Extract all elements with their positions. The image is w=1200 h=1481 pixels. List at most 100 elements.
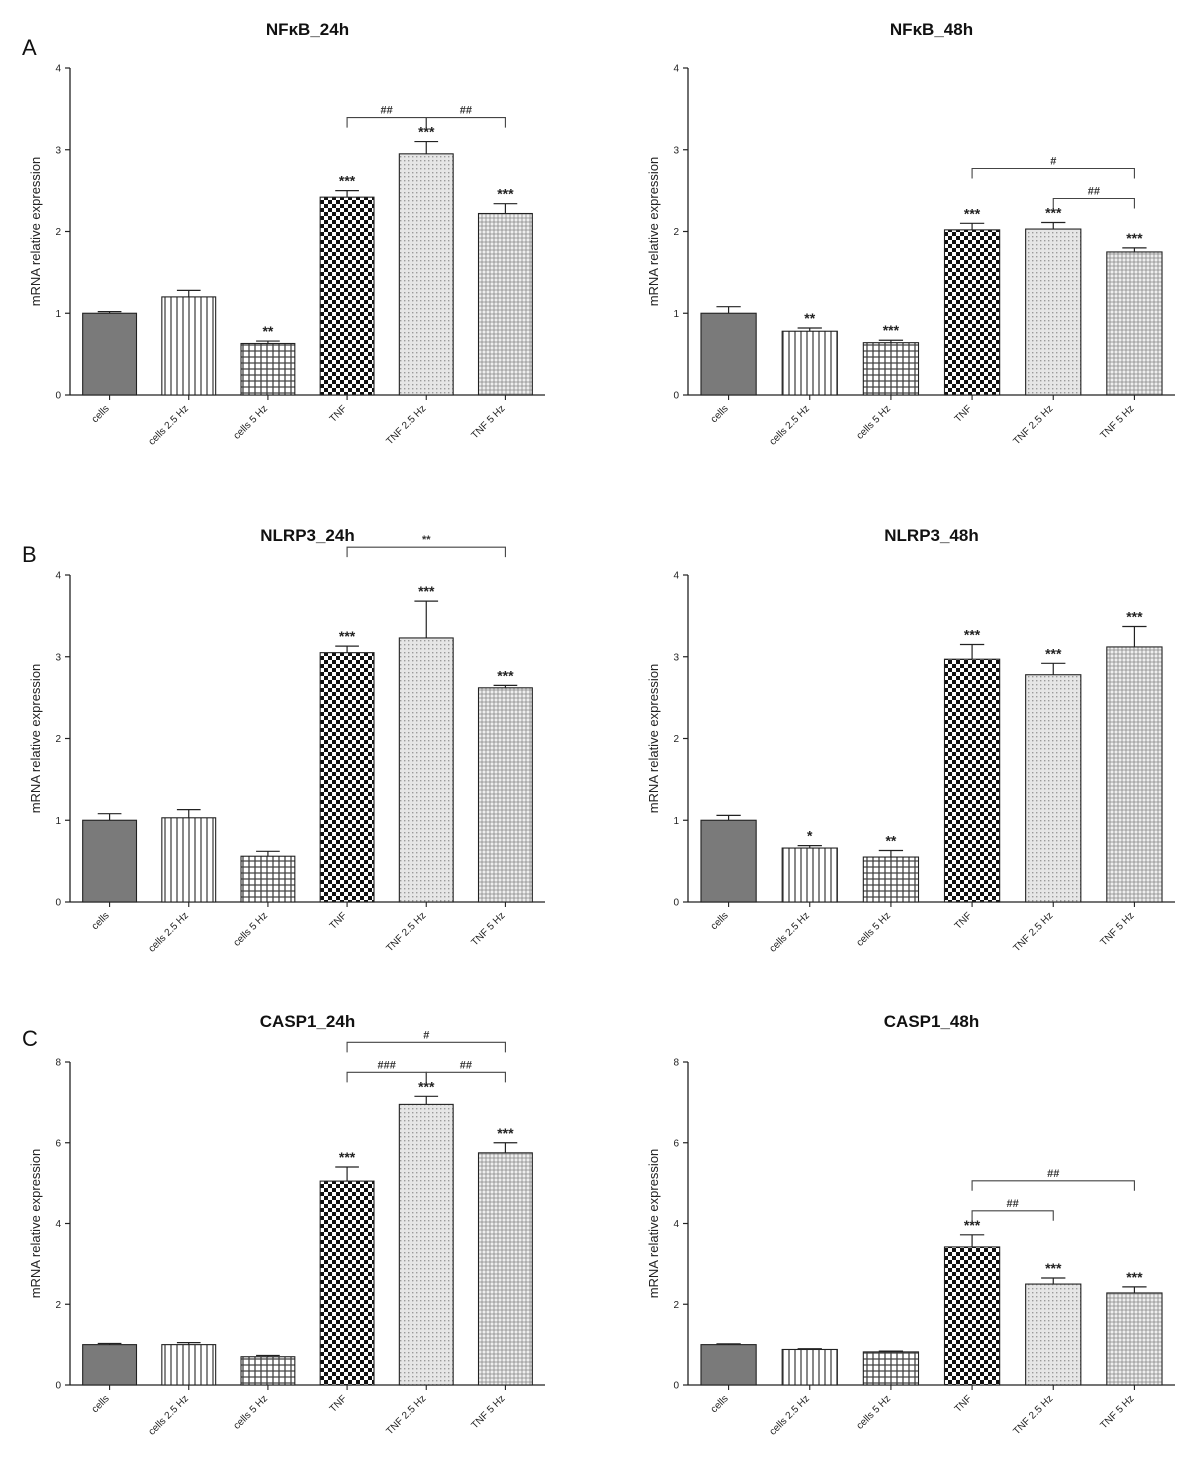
significance-stars: *** <box>1126 1269 1143 1285</box>
x-tick-label: cells 2.5 Hz <box>147 403 191 447</box>
significance-stars: *** <box>1126 609 1143 625</box>
x-tick-label: cells 2.5 Hz <box>768 1393 812 1437</box>
bar <box>1025 1283 1082 1386</box>
x-tick-label: TNF <box>328 403 350 425</box>
y-axis-label: mRNA relative expression <box>28 664 43 814</box>
bar <box>398 637 454 903</box>
bar <box>1106 646 1163 903</box>
significance-stars: *** <box>418 124 435 140</box>
significance-stars: *** <box>418 1078 435 1094</box>
x-tick-label: cells 2.5 Hz <box>768 403 812 447</box>
x-tick-label: TNF <box>953 1393 975 1415</box>
y-tick-label: 8 <box>673 1058 679 1069</box>
chart-casp1-48h: CASP1_48h mRNA relative expression 0 2 4 6 8 ce… <box>646 1012 1175 1438</box>
x-tick-label: TNF 5 Hz <box>470 910 508 948</box>
significance-stars: *** <box>339 628 356 644</box>
chart-nfkb-48h: NFκB_48h mRNA relative expression 0 1 2 3 4 cel… <box>646 20 1175 448</box>
chart-title: CASP1_24h <box>260 1012 355 1031</box>
y-tick-label: 0 <box>55 391 61 402</box>
y-tick-label: 0 <box>673 391 679 402</box>
y-axis-label: mRNA relative expression <box>28 157 43 307</box>
y-tick-label: 3 <box>55 652 61 663</box>
significance-stars: *** <box>497 1125 514 1141</box>
x-tick-label: TNF 2.5 Hz <box>1011 910 1055 954</box>
panel-label-b: B <box>22 542 37 567</box>
bar <box>477 1152 533 1386</box>
x-tick-label: TNF <box>328 1393 350 1415</box>
significance-stars: *** <box>964 1217 981 1233</box>
significance-stars: *** <box>883 322 900 338</box>
bar <box>781 847 838 903</box>
y-tick-label: 2 <box>673 1300 679 1311</box>
bracket-label: ## <box>1047 1168 1059 1180</box>
bracket-label: ## <box>460 1059 472 1071</box>
x-tick-label: cells 5 Hz <box>855 1393 893 1431</box>
bracket-label: ## <box>1088 186 1100 198</box>
significance-stars: *** <box>497 186 514 202</box>
bracket-label: ## <box>460 105 472 117</box>
x-tick-label: cells 2.5 Hz <box>768 910 812 954</box>
x-tick-label: cells <box>90 403 112 425</box>
panel-label-c: C <box>22 1026 38 1051</box>
significance-stars: *** <box>964 626 981 642</box>
bar <box>240 855 296 903</box>
y-tick-label: 6 <box>55 1138 61 1149</box>
significance-bracket <box>1052 197 1135 209</box>
bar <box>398 153 454 396</box>
x-tick-label: TNF <box>953 910 975 932</box>
x-tick-label: TNF 5 Hz <box>470 1393 508 1431</box>
bar <box>82 1344 138 1386</box>
chart-title: NLRP3_48h <box>884 526 978 545</box>
significance-bracket <box>971 1180 1135 1191</box>
bar <box>319 652 375 903</box>
bar <box>1106 251 1163 396</box>
bar <box>240 1356 296 1386</box>
bar <box>700 312 757 396</box>
x-tick-label: cells <box>90 910 112 932</box>
bar <box>319 196 375 396</box>
y-tick-label: 1 <box>673 816 679 827</box>
significance-stars: *** <box>1045 1260 1062 1276</box>
significance-bracket <box>425 1071 506 1083</box>
bar <box>781 1348 838 1386</box>
bar <box>161 817 217 903</box>
bar <box>943 229 1001 396</box>
bar <box>700 1344 757 1386</box>
bar <box>700 819 757 903</box>
x-tick-label: cells 5 Hz <box>232 1393 270 1431</box>
significance-stars: *** <box>497 667 514 683</box>
bar <box>862 342 920 396</box>
significance-stars: *** <box>418 583 435 599</box>
y-tick-label: 4 <box>673 1219 679 1230</box>
y-tick-label: 1 <box>673 309 679 320</box>
y-tick-label: 4 <box>55 64 61 75</box>
significance-stars: ** <box>885 832 896 848</box>
significance-stars: *** <box>1045 645 1062 661</box>
chart-nfkb-24h: NFκB_24h mRNA relative expression 0 1 2 3 4 cel… <box>28 20 545 448</box>
x-tick-label: cells <box>709 910 731 932</box>
x-tick-label: TNF 2.5 Hz <box>1011 1393 1055 1437</box>
panel-label-a: A <box>22 35 37 60</box>
x-tick-label: TNF 5 Hz <box>470 403 508 441</box>
y-tick-label: 2 <box>673 734 679 745</box>
bar <box>161 296 217 396</box>
bar <box>1106 1292 1163 1386</box>
y-tick-label: 0 <box>673 898 679 909</box>
y-axis-label: mRNA relative expression <box>646 1149 661 1299</box>
x-tick-label: cells 2.5 Hz <box>147 910 191 954</box>
bar <box>862 856 920 903</box>
x-tick-label: TNF 2.5 Hz <box>384 910 428 954</box>
x-tick-label: cells 5 Hz <box>232 910 270 948</box>
x-tick-label: TNF <box>328 910 350 932</box>
y-tick-label: 8 <box>55 1058 61 1069</box>
x-tick-label: cells <box>90 1393 112 1415</box>
bar <box>781 330 838 396</box>
significance-stars: ** <box>262 323 273 339</box>
bracket-label: ** <box>422 534 431 546</box>
y-tick-label: 3 <box>673 145 679 156</box>
bracket-label: ### <box>377 1059 395 1071</box>
y-tick-label: 0 <box>55 1381 61 1392</box>
x-tick-label: TNF 5 Hz <box>1099 403 1137 441</box>
significance-bracket <box>971 167 1135 179</box>
significance-bracket <box>346 546 506 558</box>
